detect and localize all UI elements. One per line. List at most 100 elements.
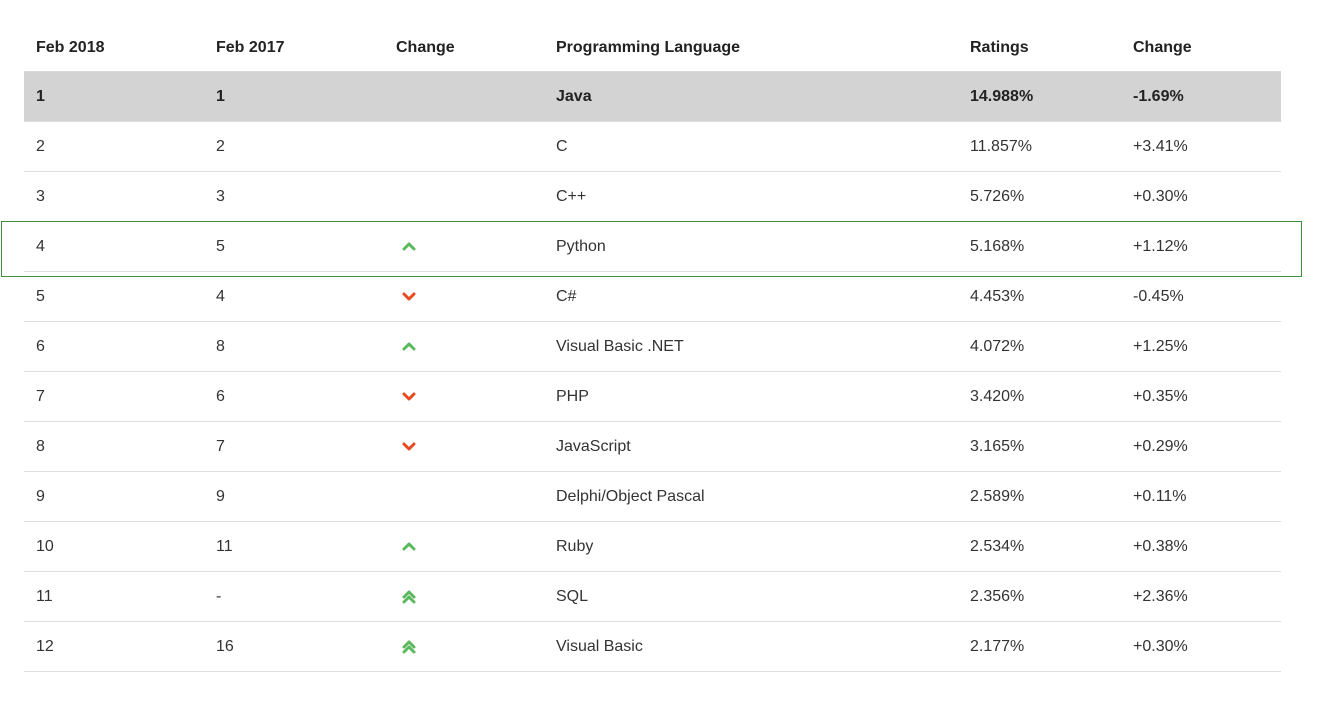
language-cell: C <box>544 121 958 172</box>
rank-2017-cell: 7 <box>204 421 384 472</box>
language-cell: Python <box>544 221 958 272</box>
table-row[interactable]: 2 2 C 11.857% +3.41% <box>24 121 1281 172</box>
rating-change-cell: +0.38% <box>1121 521 1281 572</box>
rating-change-cell: +1.12% <box>1121 221 1281 272</box>
table-row[interactable]: 4 5 Python 5.168% +1.12% <box>24 221 1281 272</box>
double-chevron-up-icon <box>402 590 416 604</box>
table-header-row: Feb 2018 Feb 2017 Change Programming Lan… <box>24 24 1281 72</box>
rank-2017-cell: 3 <box>204 171 384 222</box>
rating-change-cell: +1.25% <box>1121 321 1281 372</box>
language-cell: Visual Basic .NET <box>544 321 958 372</box>
rank-2017-cell: 2 <box>204 121 384 172</box>
rating-cell: 5.168% <box>958 221 1121 272</box>
table-body: 1 1 Java 14.988% -1.69% 2 2 C 11.857% +3.41% 3 3 C++… <box>24 71 1281 672</box>
rank-2017-cell: 5 <box>204 221 384 272</box>
table-row[interactable]: 5 4 C# 4.453% -0.45% <box>24 271 1281 322</box>
rating-cell: 11.857% <box>958 121 1121 172</box>
table-row[interactable]: 3 3 C++ 5.726% +0.30% <box>24 171 1281 222</box>
rank-2017-cell: 16 <box>204 621 384 672</box>
double-chevron-up-icon <box>402 640 416 654</box>
rating-cell: 3.165% <box>958 421 1121 472</box>
rank-2018-cell: 5 <box>24 271 204 322</box>
rank-change-cell <box>384 621 544 672</box>
rank-2017-cell: - <box>204 571 384 622</box>
rating-cell: 4.072% <box>958 321 1121 372</box>
rank-change-cell <box>384 121 544 172</box>
rank-2018-cell: 11 <box>24 571 204 622</box>
rank-change-cell <box>384 71 544 122</box>
rating-change-cell: +0.30% <box>1121 621 1281 672</box>
rating-cell: 2.356% <box>958 571 1121 622</box>
rank-change-cell <box>384 471 544 522</box>
rank-2018-cell: 2 <box>24 121 204 172</box>
rating-change-cell: +0.35% <box>1121 371 1281 422</box>
rank-2017-cell: 8 <box>204 321 384 372</box>
header-feb-2018[interactable]: Feb 2018 <box>24 24 204 72</box>
rating-cell: 2.589% <box>958 471 1121 522</box>
rank-2017-cell: 6 <box>204 371 384 422</box>
header-feb-2017[interactable]: Feb 2017 <box>204 24 384 72</box>
rating-cell: 4.453% <box>958 271 1121 322</box>
rank-change-cell <box>384 371 544 422</box>
rank-2017-cell: 9 <box>204 471 384 522</box>
header-rank-change[interactable]: Change <box>384 24 544 72</box>
rank-change-cell <box>384 321 544 372</box>
rank-2018-cell: 7 <box>24 371 204 422</box>
language-cell: Ruby <box>544 521 958 572</box>
rating-change-cell: +2.36% <box>1121 571 1281 622</box>
language-cell: Visual Basic <box>544 621 958 672</box>
language-cell: C++ <box>544 171 958 222</box>
rank-2018-cell: 4 <box>24 221 204 272</box>
rank-change-cell <box>384 221 544 272</box>
rating-change-cell: +0.30% <box>1121 171 1281 222</box>
rank-change-cell <box>384 571 544 622</box>
table-row[interactable]: 9 9 Delphi/Object Pascal 2.589% +0.11% <box>24 471 1281 522</box>
rating-cell: 3.420% <box>958 371 1121 422</box>
table-row[interactable]: 7 6 PHP 3.420% +0.35% <box>24 371 1281 422</box>
rating-cell: 2.177% <box>958 621 1121 672</box>
language-cell: PHP <box>544 371 958 422</box>
rating-cell: 14.988% <box>958 71 1121 122</box>
rank-2018-cell: 3 <box>24 171 204 222</box>
table-row[interactable]: 8 7 JavaScript 3.165% +0.29% <box>24 421 1281 472</box>
rank-2017-cell: 11 <box>204 521 384 572</box>
rating-change-cell: -0.45% <box>1121 271 1281 322</box>
header-ratings[interactable]: Ratings <box>958 24 1121 72</box>
rank-2018-cell: 12 <box>24 621 204 672</box>
table-row[interactable]: 12 16 Visual Basic 2.177% +0.30% <box>24 621 1281 672</box>
chevron-up-icon <box>402 342 416 351</box>
chevron-down-icon <box>402 292 416 301</box>
rank-2017-cell: 4 <box>204 271 384 322</box>
chevron-up-icon <box>402 542 416 551</box>
chevron-down-icon <box>402 442 416 451</box>
table-row[interactable]: 6 8 Visual Basic .NET 4.072% +1.25% <box>24 321 1281 372</box>
rank-2018-cell: 1 <box>24 71 204 122</box>
header-programming-language[interactable]: Programming Language <box>544 24 958 72</box>
language-cell: Delphi/Object Pascal <box>544 471 958 522</box>
rank-2018-cell: 8 <box>24 421 204 472</box>
table-row[interactable]: 1 1 Java 14.988% -1.69% <box>24 71 1281 122</box>
rank-2018-cell: 10 <box>24 521 204 572</box>
chevron-down-icon <box>402 392 416 401</box>
header-ratings-change[interactable]: Change <box>1121 24 1281 72</box>
rating-change-cell: +3.41% <box>1121 121 1281 172</box>
rating-cell: 2.534% <box>958 521 1121 572</box>
language-cell: Java <box>544 71 958 122</box>
rank-2018-cell: 6 <box>24 321 204 372</box>
rating-cell: 5.726% <box>958 171 1121 222</box>
table-row[interactable]: 10 11 Ruby 2.534% +0.38% <box>24 521 1281 572</box>
language-cell: C# <box>544 271 958 322</box>
rank-2017-cell: 1 <box>204 71 384 122</box>
rank-change-cell <box>384 171 544 222</box>
language-cell: SQL <box>544 571 958 622</box>
language-cell: JavaScript <box>544 421 958 472</box>
rating-change-cell: +0.29% <box>1121 421 1281 472</box>
language-ranking-table: Feb 2018 Feb 2017 Change Programming Lan… <box>24 24 1281 672</box>
rank-change-cell <box>384 421 544 472</box>
table-row[interactable]: 11- SQL 2.356% +2.36% <box>24 571 1281 622</box>
rank-change-cell <box>384 521 544 572</box>
rating-change-cell: +0.11% <box>1121 471 1281 522</box>
rank-2018-cell: 9 <box>24 471 204 522</box>
rating-change-cell: -1.69% <box>1121 71 1281 122</box>
